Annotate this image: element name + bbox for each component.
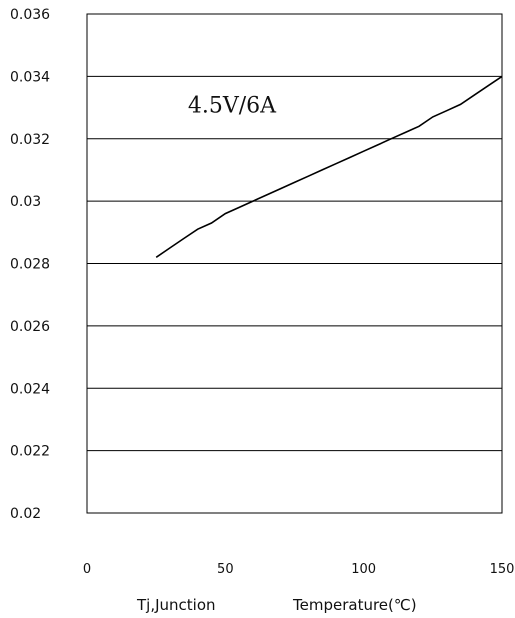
annotation-label: 4.5V/6A (188, 93, 277, 118)
y-tick-label-4: 0.028 (10, 257, 50, 273)
x-tick-label-0: 0 (83, 562, 91, 577)
x-axis-title-unit: Temperature(℃) (292, 596, 417, 614)
y-tick-label-5: 0.03 (10, 194, 41, 210)
y-tick-label-3: 0.026 (10, 319, 50, 335)
annotation-background (179, 84, 305, 119)
x-tick-label-2: 100 (351, 562, 376, 577)
y-tick-label-8: 0.036 (10, 7, 50, 23)
y-tick-label-2: 0.024 (10, 381, 50, 397)
x-axis-ticks: 0 50 100 150 (83, 562, 515, 577)
y-tick-label-0: 0.02 (10, 506, 41, 522)
x-tick-label-3: 150 (490, 562, 515, 577)
x-tick-label-1: 50 (217, 562, 234, 577)
y-tick-label-1: 0.022 (10, 444, 50, 460)
series-line (155, 75, 503, 258)
y-tick-label-7: 0.034 (10, 69, 50, 85)
y-axis-ticks: 0.02 0.022 0.024 0.026 0.028 0.03 0.032 0.034 0.… (10, 7, 50, 522)
plot-frame (86, 13, 503, 514)
gridlines (87, 75, 502, 452)
y-tick-label-6: 0.032 (10, 132, 50, 148)
x-axis-title-main: Tj,Junction (136, 596, 216, 614)
